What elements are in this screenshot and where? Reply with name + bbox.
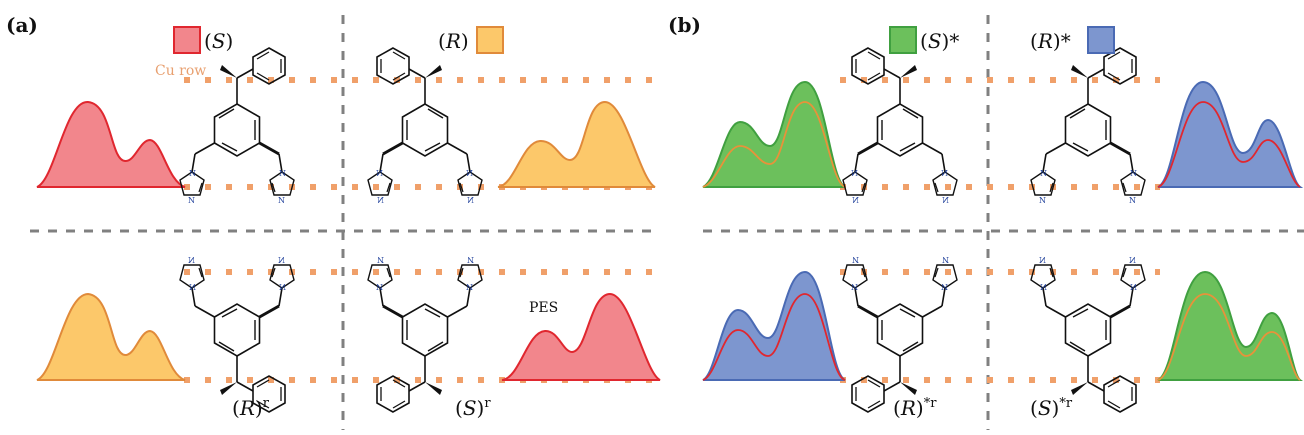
pes-curve-s [36, 100, 186, 188]
label-s-reflected: (S)r [455, 396, 491, 420]
pes-curves-b [702, 80, 1304, 381]
cu-row-label: Cu row [155, 63, 206, 79]
pes-inner-s-star [702, 101, 846, 188]
molecule-r-star-reflected [841, 253, 959, 414]
label-s: (S) [204, 29, 233, 53]
label-s-star: (S)* [920, 29, 959, 53]
swatch-r [476, 26, 504, 54]
label-r-star: (R)* [1030, 29, 1071, 53]
pes-curve-r-star-reflected [702, 270, 846, 381]
pes-curve-r [497, 100, 656, 188]
panel-label-b: (b) [668, 13, 701, 37]
pes-curve-s-star [702, 80, 846, 188]
label-r: (R) [438, 29, 469, 53]
label-s-star-reflected: (S)*r [1030, 396, 1073, 420]
molecule-r [366, 46, 484, 207]
molecule-s-star [841, 46, 959, 207]
labels: (a) (b) Cu row PES (S) (R) (R)r (S)r (S)… [6, 13, 1073, 420]
label-r-star-reflected: (R)*r [893, 396, 937, 420]
pes-curve-s-reflected [501, 292, 661, 381]
swatch-s-star [889, 26, 917, 54]
swatch-s [173, 26, 201, 54]
legend-swatches [173, 26, 1115, 54]
pes-curves-a [36, 100, 661, 381]
label-r-reflected: (R)r [232, 396, 270, 420]
panel-label-a: (a) [6, 13, 38, 37]
molecule-s-star-reflected [1029, 253, 1147, 414]
pes-inner-r-star-reflected [702, 293, 846, 381]
molecule-r-star [1029, 46, 1147, 207]
pes-label: PES [529, 300, 558, 316]
molecule-r-reflected [178, 253, 296, 414]
pes-curve-r-reflected [36, 292, 186, 381]
pes-curve-r-star [1157, 80, 1304, 188]
dividers [30, 15, 1304, 430]
molecule-s-reflected [366, 253, 484, 414]
pes-inner-s-star-reflected [1157, 293, 1301, 381]
pes-inner-r-star [1157, 101, 1301, 188]
swatch-r-star [1087, 26, 1115, 54]
